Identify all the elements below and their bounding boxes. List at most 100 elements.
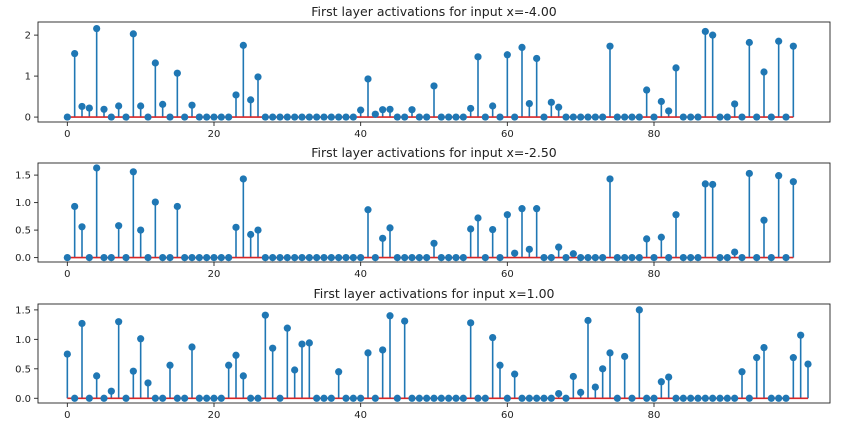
subplot-3-marker-66	[547, 394, 555, 402]
subplot-2-marker-97	[775, 172, 783, 180]
subplot-1-marker-25	[247, 96, 255, 104]
subplot-1-marker-76	[621, 113, 629, 121]
subplot-2-marker-44	[386, 224, 394, 232]
subplot-3-marker-34	[313, 394, 321, 402]
subplot-1-marker-6	[107, 113, 115, 121]
subplot-2-marker-80	[650, 254, 658, 262]
subplot-3-marker-21	[217, 394, 225, 402]
subplot-2-marker-12	[151, 198, 159, 206]
subplot-2-marker-76	[621, 254, 629, 262]
subplot-2-marker-96	[767, 254, 775, 262]
subplot-1-marker-94	[753, 113, 761, 121]
subplot-1-marker-64	[533, 54, 541, 63]
subplot-3-marker-43	[379, 346, 387, 354]
subplot-3-marker-44	[386, 312, 394, 320]
subplot-3-marker-95	[760, 344, 768, 352]
subplot-3-marker-84	[679, 394, 687, 402]
subplot-2-xtick-label-4: 80	[648, 269, 661, 280]
subplot-1-ytick-label-0: 0	[25, 113, 31, 124]
subplot-1-marker-37	[335, 113, 343, 121]
subplot-1-marker-74	[606, 42, 614, 50]
subplot-3-marker-99	[789, 354, 797, 362]
subplot-3-marker-55	[467, 319, 475, 327]
subplot-2-marker-24	[239, 175, 247, 183]
subplot-1-marker-47	[408, 106, 416, 114]
subplot-1-marker-45	[393, 113, 401, 121]
subplot-1-marker-83	[672, 64, 680, 72]
subplot-1-marker-40	[357, 106, 365, 114]
subplot-2-marker-10	[137, 226, 145, 234]
subplot-1-marker-8	[122, 113, 130, 121]
subplot-1-marker-33	[305, 113, 313, 121]
subplot-3-marker-87	[701, 394, 709, 402]
subplot-1-axes-frame	[37, 21, 831, 123]
subplot-1-marker-39	[349, 113, 357, 121]
subplot-1-marker-89	[716, 113, 724, 121]
subplot-2-marker-62	[518, 205, 526, 213]
subplot-1-marker-0	[63, 113, 71, 121]
subplot-3-marker-32	[298, 340, 306, 348]
subplot-1-marker-95	[760, 68, 768, 76]
subplot-1-marker-1	[71, 49, 79, 58]
subplot-1-marker-53	[452, 113, 460, 121]
subplot-1-marker-70	[577, 113, 585, 121]
subplot-3-marker-16	[181, 394, 189, 402]
subplot-2-marker-3	[85, 254, 93, 262]
subplot-2-marker-99	[789, 178, 797, 186]
subplot-3-marker-29	[276, 394, 284, 402]
subplot-2-marker-54	[459, 254, 467, 262]
subplot-3-marker-88	[709, 394, 717, 402]
subplot-2-marker-47	[408, 254, 416, 262]
subplot-3-marker-73	[599, 365, 607, 373]
subplot-2-marker-72	[591, 254, 599, 262]
subplot-2-marker-23	[232, 223, 240, 231]
subplot-1-marker-14	[166, 113, 174, 121]
subplot-1-marker-54	[459, 113, 467, 121]
subplot-3-marker-72	[591, 383, 599, 391]
subplot-3-marker-64	[533, 394, 541, 402]
subplot-3-marker-86	[694, 394, 702, 402]
subplot-2-marker-20	[210, 254, 218, 262]
subplot-3-marker-98	[782, 394, 790, 402]
subplot-3-marker-38	[342, 394, 350, 402]
subplot-1-marker-23	[232, 91, 240, 99]
subplot-3-marker-50	[430, 394, 438, 402]
subplot-2-ytick-label-0: 0.0	[15, 253, 31, 264]
subplot-2-marker-85	[687, 254, 695, 262]
subplot-3-marker-90	[723, 394, 731, 402]
subplot-2-marker-39	[349, 254, 357, 262]
subplot-3-marker-33	[305, 339, 313, 347]
subplot-1-marker-60	[503, 51, 511, 59]
subplot-1-marker-16	[181, 113, 189, 121]
subplot-3-marker-40	[357, 394, 365, 402]
subplot-1-ytick-label-2: 2	[25, 31, 31, 42]
subplot-1-marker-61	[511, 113, 519, 121]
subplot-1-marker-26	[254, 73, 262, 81]
subplot-1-marker-5	[100, 105, 108, 113]
subplot-1-marker-57	[481, 113, 489, 121]
subplot-1-marker-71	[584, 113, 592, 121]
subplot-3-xtick-label-1: 20	[208, 410, 221, 421]
subplot-1-marker-65	[540, 113, 548, 121]
subplot-3-marker-60	[503, 394, 511, 402]
subplot-2-marker-90	[723, 254, 731, 262]
subplot-2-marker-14	[166, 254, 174, 262]
subplot-1-marker-17	[188, 101, 196, 109]
subplot-2-marker-98	[782, 254, 790, 262]
subplot-2-marker-1	[71, 202, 79, 211]
subplot-1-marker-38	[342, 113, 350, 121]
subplot-1-marker-42	[371, 110, 379, 118]
subplot-2-marker-25	[247, 230, 255, 239]
subplot-3-marker-45	[393, 394, 401, 402]
subplot-1-marker-55	[467, 104, 475, 113]
subplot-2-marker-0	[63, 254, 71, 262]
subplot-2-ytick-label-1: 0.5	[15, 226, 31, 237]
subplot-1-marker-10	[137, 102, 145, 110]
subplot-1-marker-41	[364, 75, 372, 83]
subplot-2-marker-67	[555, 243, 563, 251]
subplot-2-marker-79	[643, 235, 651, 243]
subplot-3-marker-48	[415, 394, 423, 402]
subplot-2-marker-19	[203, 254, 211, 262]
subplot-2-marker-60	[503, 211, 511, 219]
subplot-2-marker-35	[320, 254, 328, 262]
